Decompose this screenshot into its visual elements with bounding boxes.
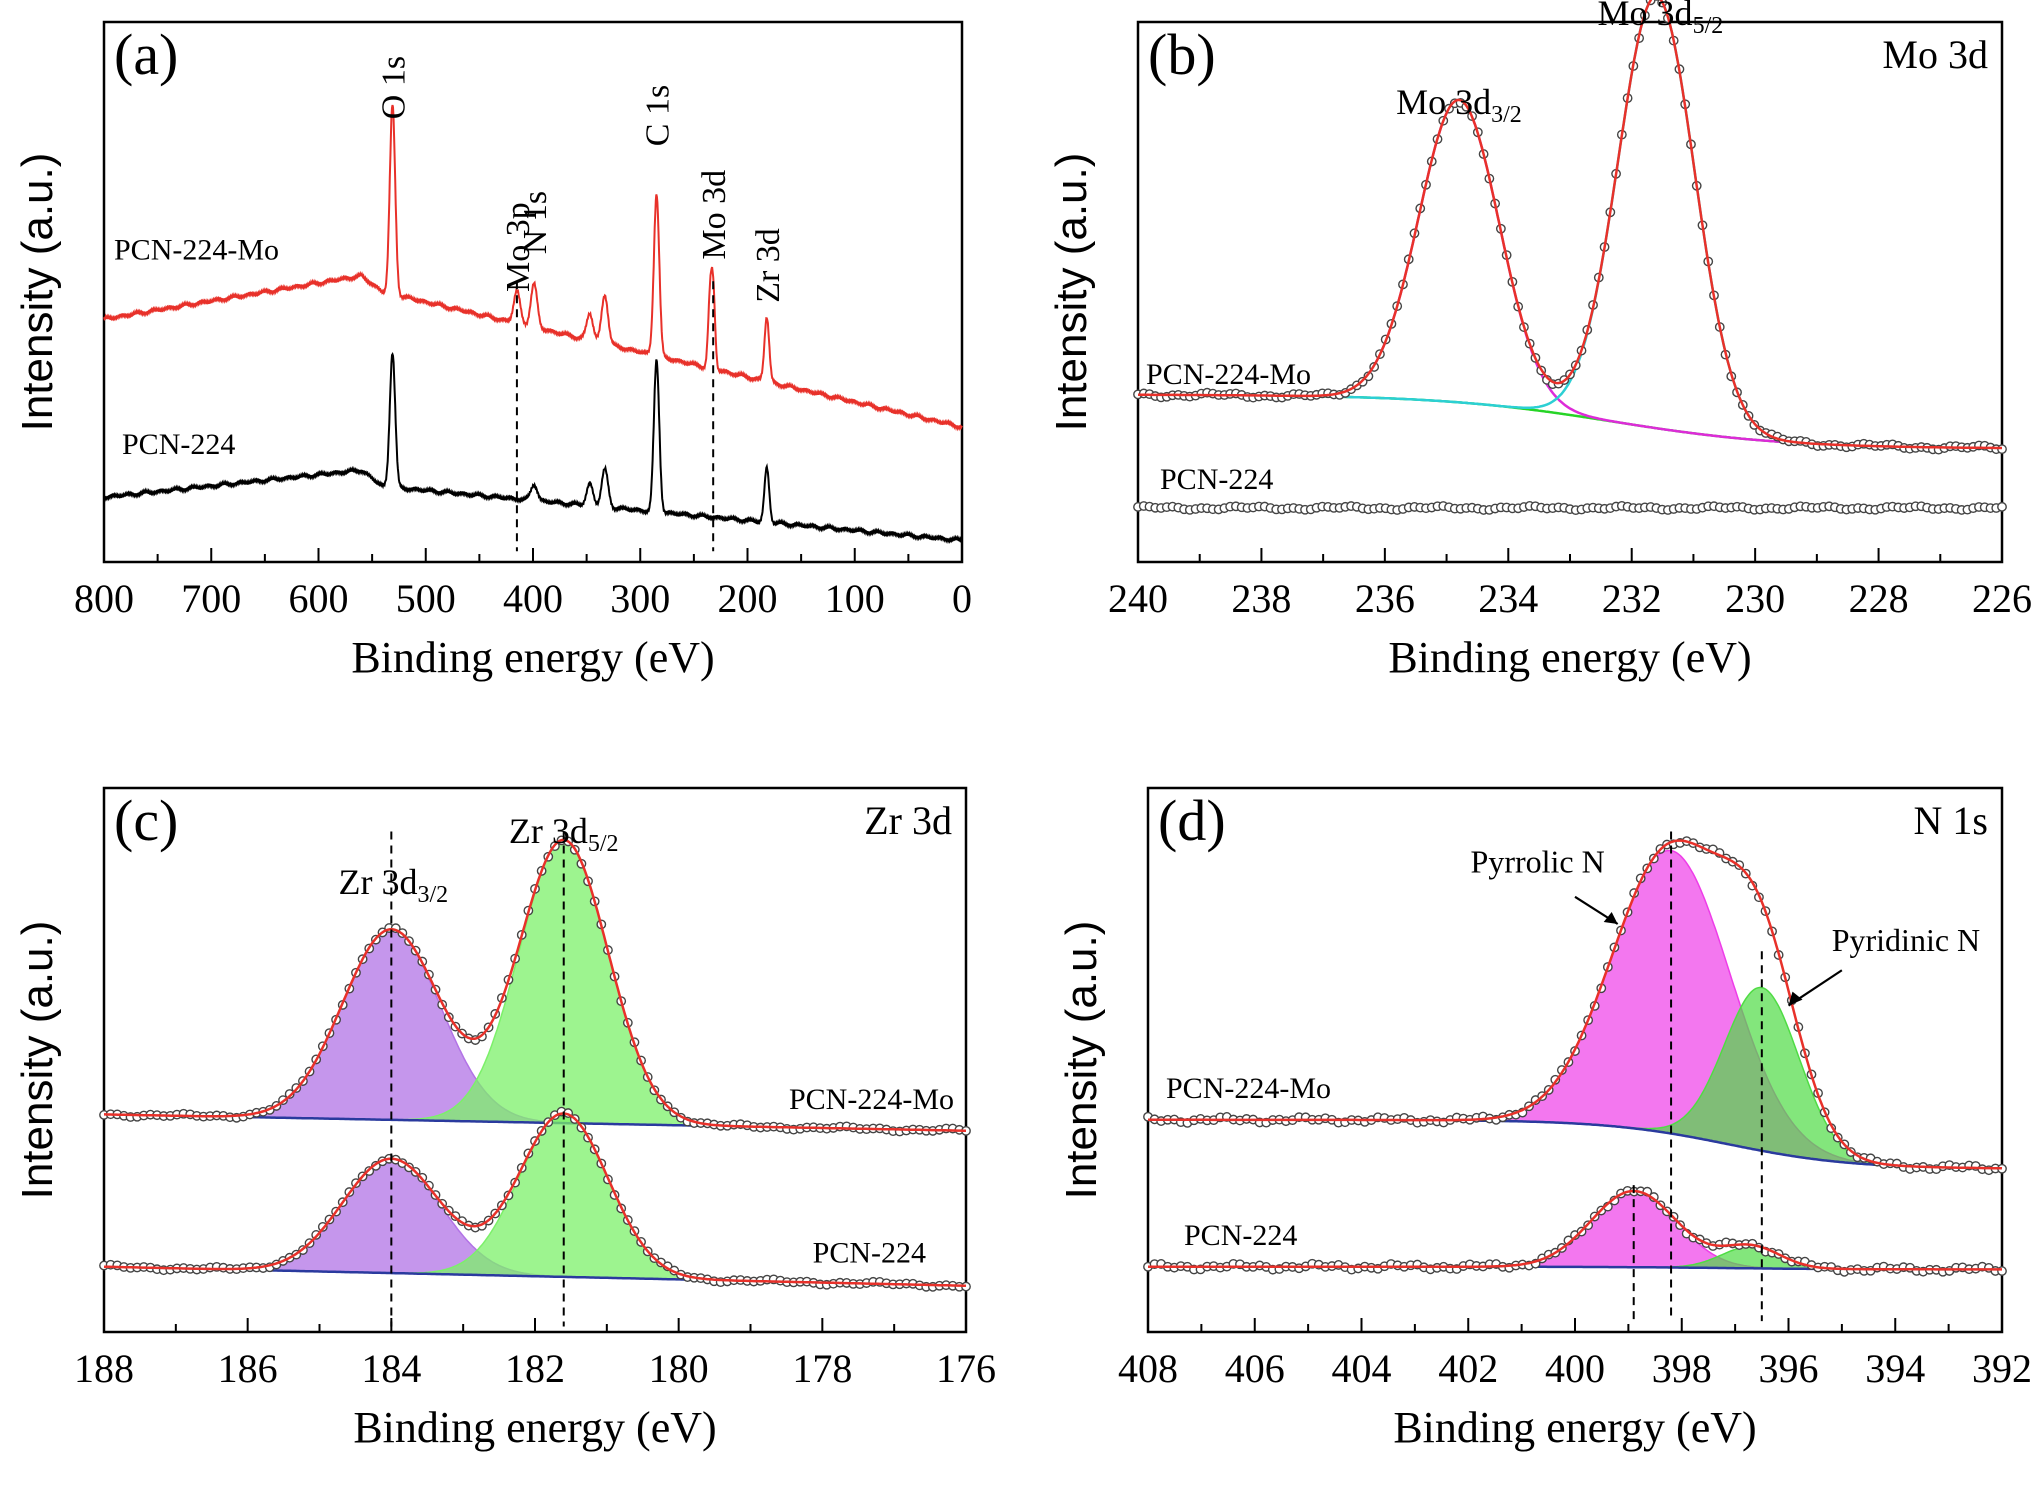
panel-label: (d) (1158, 788, 1226, 853)
sample-label-ref: PCN-224 (122, 428, 235, 461)
panel-b: 240 238 236 234 232 230 228 226 Binding energy (… (1047, 0, 2032, 682)
x-axis-label: Binding energy (eV) (1393, 1403, 1756, 1452)
peak-label: C 1s (640, 85, 677, 146)
x-tick-label: 396 (1759, 1346, 1819, 1391)
peak-label: N 1s (517, 191, 554, 254)
x-tick-label: 200 (718, 576, 778, 621)
envelope-mo (104, 838, 966, 1132)
x-tick-label: 800 (74, 576, 134, 621)
x-tick-label: 230 (1725, 576, 1785, 621)
x-tick-label: 184 (361, 1346, 421, 1391)
envelope-mo (1148, 839, 2003, 1170)
envelope-ref (1148, 1189, 2002, 1271)
x-tick-label: 228 (1849, 576, 1909, 621)
background-line (1138, 393, 2002, 450)
x-tick-label: 600 (289, 576, 349, 621)
panel-label: (a) (114, 22, 178, 87)
panel-c: 188 186 184 182 180 178 176 Binding energy (eV)… (13, 786, 996, 1452)
y-axis-label: Intensity (a.u.) (13, 153, 62, 432)
x-tick-label: 400 (1545, 1346, 1605, 1391)
x-tick-label: 398 (1652, 1346, 1712, 1391)
x-tick-label: 392 (1972, 1346, 2032, 1391)
x-tick-label: 234 (1478, 576, 1538, 621)
y-axis-label: Intensity (a.u.) (1047, 153, 1096, 432)
x-tick-label: 404 (1332, 1346, 1392, 1391)
x-tick-label: 178 (792, 1346, 852, 1391)
arrowhead (1603, 912, 1618, 924)
sample-label-mo: PCN-224-Mo (114, 234, 279, 267)
survey-line-0 (103, 104, 963, 432)
x-tick-label: 240 (1108, 576, 1168, 621)
envelope-ref (103, 1112, 967, 1288)
x-tick-label: 226 (1972, 576, 2032, 621)
x-axis-label: Binding energy (eV) (1388, 633, 1751, 682)
peak-label-3-2: Mo 3d3/2 (1396, 82, 1522, 128)
panel-label: (c) (114, 788, 178, 853)
data-point (1997, 1266, 2007, 1276)
peak-label: Mo 3d (696, 170, 733, 260)
x-tick-label: 402 (1438, 1346, 1498, 1391)
y-axis-label: Intensity (a.u.) (13, 921, 62, 1200)
x-tick-label: 700 (181, 576, 241, 621)
x-axis-label: Binding energy (eV) (351, 633, 714, 682)
x-tick-label: 394 (1865, 1346, 1925, 1391)
peak-label-5-2: Zr 3d5/2 (509, 811, 619, 857)
panel-label: (b) (1148, 22, 1216, 87)
x-tick-label: 182 (505, 1346, 565, 1391)
sample-label-mo: PCN-224-Mo (1166, 1072, 1331, 1105)
peak-label-3-2: Zr 3d3/2 (339, 862, 449, 908)
panel-a: 800 700 600 500 400 300 200 100 0 Binding energy … (13, 20, 972, 682)
peak-label-5-2: Mo 3d5/2 (1598, 0, 1724, 39)
sample-label-ref: PCN-224 (1184, 1219, 1297, 1252)
x-tick-label: 0 (952, 576, 972, 621)
x-tick-label: 186 (218, 1346, 278, 1391)
y-axis-label: Intensity (a.u.) (1057, 921, 1106, 1200)
annotation-pyridinic: Pyridinic N (1832, 922, 1980, 958)
sample-label-ref: PCN-224 (813, 1236, 926, 1269)
panel-title: Zr 3d (864, 798, 952, 843)
x-tick-label: 176 (936, 1346, 996, 1391)
panel-title: N 1s (1914, 798, 1988, 843)
x-tick-label: 500 (396, 576, 456, 621)
x-tick-label: 406 (1225, 1346, 1285, 1391)
panel-title: Mo 3d (1882, 32, 1988, 77)
data-point (284, 1089, 295, 1099)
panel-d: 408 406 404 402 400 398 396 394 392 Binding energ… (1057, 786, 2032, 1452)
plot-frame (102, 20, 964, 564)
plot-frame (102, 786, 968, 1334)
ref-data-point (1997, 501, 2007, 512)
x-tick-label: 236 (1355, 576, 1415, 621)
peak-label: Zr 3d (750, 228, 787, 303)
sample-label-ref: PCN-224 (1160, 463, 1273, 496)
x-tick-label: 238 (1231, 576, 1291, 621)
x-tick-label: 232 (1602, 576, 1662, 621)
peak-label: Mo 3p (500, 202, 537, 292)
x-tick-label: 408 (1118, 1346, 1178, 1391)
sample-label-mo: PCN-224-Mo (789, 1083, 954, 1116)
peak-label: O 1s (376, 56, 413, 119)
sample-label-mo: PCN-224-Mo (1146, 358, 1311, 391)
arrowhead (1788, 991, 1803, 1006)
x-tick-label: 188 (74, 1346, 134, 1391)
x-tick-label: 100 (825, 576, 885, 621)
plot-frame (1146, 786, 2004, 1334)
x-tick-label: 400 (503, 576, 563, 621)
x-tick-label: 300 (610, 576, 670, 621)
envelope-line (1138, 0, 2002, 450)
x-tick-label: 180 (649, 1346, 709, 1391)
plot-frame (1136, 20, 2004, 564)
survey-line-1 (103, 351, 963, 544)
x-axis-label: Binding energy (eV) (353, 1403, 716, 1452)
annotation-pyrrolic: Pyrrolic N (1471, 843, 1605, 879)
